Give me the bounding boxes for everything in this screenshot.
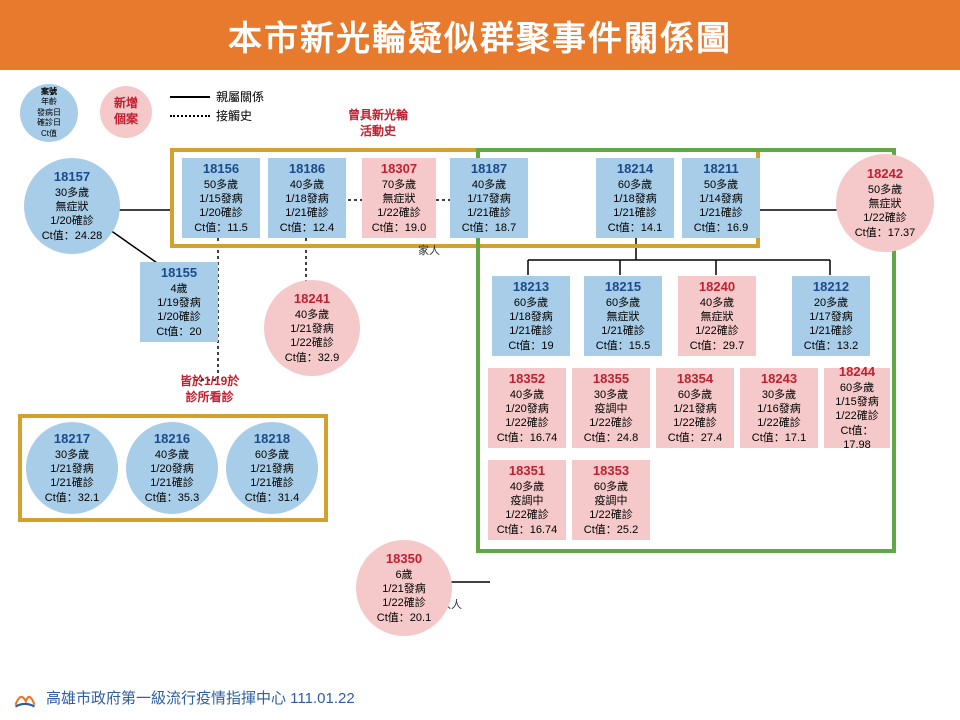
group-clinic-label: 皆於1/19於 診所看診 <box>180 374 239 405</box>
case-18240: 18240 40多歲 無症狀 1/22確診 Ct值：29.7 <box>678 276 756 356</box>
case-18212: 18212 20多歲 1/17發病 1/21確診 Ct值：13.2 <box>792 276 870 356</box>
case-18355: 18355 30多歲 疫調中 1/22確診 Ct值：24.8 <box>572 368 650 448</box>
footer: 高雄市政府第一級流行疫情指揮中心 111.01.22 <box>12 684 355 710</box>
group-top-label: 曾具新光輪 活動史 <box>348 108 408 139</box>
case-18353: 18353 60多歲 疫調中 1/22確診 Ct值：25.2 <box>572 460 650 540</box>
legend-l5: Ct值 <box>41 129 57 139</box>
kaohsiung-logo-icon <box>12 684 38 710</box>
case-18351: 18351 40多歲 疫調中 1/22確診 Ct值：16.74 <box>488 460 566 540</box>
case-18350: 18350 6歲 1/21發病 1/22確診 Ct值：20.1 <box>356 540 452 636</box>
case-18242: 18242 50多歲 無症狀 1/22確診 Ct值：17.37 <box>836 154 934 252</box>
case-18354: 18354 60多歲 1/21發病 1/22確診 Ct值：27.4 <box>656 368 734 448</box>
legend-contact: 接觸史 <box>216 107 252 124</box>
legend-case-circle: 案號 年齡 發病日 確診日 Ct值 <box>20 84 78 142</box>
legend-l4: 確診日 <box>37 118 61 128</box>
case-18216: 18216 40多歲 1/20發病 1/21確診 Ct值：35.3 <box>126 422 218 514</box>
case-18307: 18307 70多歲 無症狀 1/22確診 Ct值：19.0 <box>362 158 436 238</box>
case-18218: 18218 60多歲 1/21發病 1/21確診 Ct值：31.4 <box>226 422 318 514</box>
legend-lines: 親屬關係 接觸史 <box>170 88 264 126</box>
legend-l2: 年齡 <box>41 97 57 107</box>
case-18156: 18156 50多歲 1/15發病 1/20確診 Ct值：11.5 <box>182 158 260 238</box>
case-18243: 18243 30多歲 1/16發病 1/22確診 Ct值：17.1 <box>740 368 818 448</box>
case-18241: 18241 40多歲 1/21發病 1/22確診 Ct值：32.9 <box>264 280 360 376</box>
case-18187: 18187 40多歲 1/17發病 1/21確診 Ct值：18.7 <box>450 158 528 238</box>
case-18213: 18213 60多歲 1/18發病 1/21確診 Ct值：19 <box>492 276 570 356</box>
legend-l1: 案號 <box>41 87 57 97</box>
case-18244: 18244 60多歲 1/15發病 1/22確診 Ct值：17.98 <box>824 368 890 448</box>
family-label-1: 家人 <box>418 242 440 258</box>
legend-family: 親屬關係 <box>216 88 264 105</box>
case-18155: 18155 4歲 1/19發病 1/20確診 Ct值：20 <box>140 262 218 342</box>
case-18215: 18215 60多歲 無症狀 1/21確診 Ct值：15.5 <box>584 276 662 356</box>
title-bar: 本市新光輪疑似群聚事件關係圖 <box>0 0 960 70</box>
case-18186: 18186 40多歲 1/18發病 1/21確診 Ct值：12.4 <box>268 158 346 238</box>
page-title: 本市新光輪疑似群聚事件關係圖 <box>228 11 732 60</box>
case-18352: 18352 40多歲 1/20發病 1/22確診 Ct值：16.74 <box>488 368 566 448</box>
case-18157: 18157 30多歲 無症狀 1/20確診 Ct值：24.28 <box>24 158 120 254</box>
footer-text: 高雄市政府第一級流行疫情指揮中心 111.01.22 <box>46 687 355 708</box>
case-18211: 18211 50多歲 1/14發病 1/21確診 Ct值：16.9 <box>682 158 760 238</box>
case-18214: 18214 60多歲 1/18發病 1/21確診 Ct值：14.1 <box>596 158 674 238</box>
legend-newcase-circle: 新增 個案 <box>100 86 152 138</box>
legend-l3: 發病日 <box>37 108 61 118</box>
case-18217: 18217 30多歲 1/21發病 1/21確診 Ct值：32.1 <box>26 422 118 514</box>
